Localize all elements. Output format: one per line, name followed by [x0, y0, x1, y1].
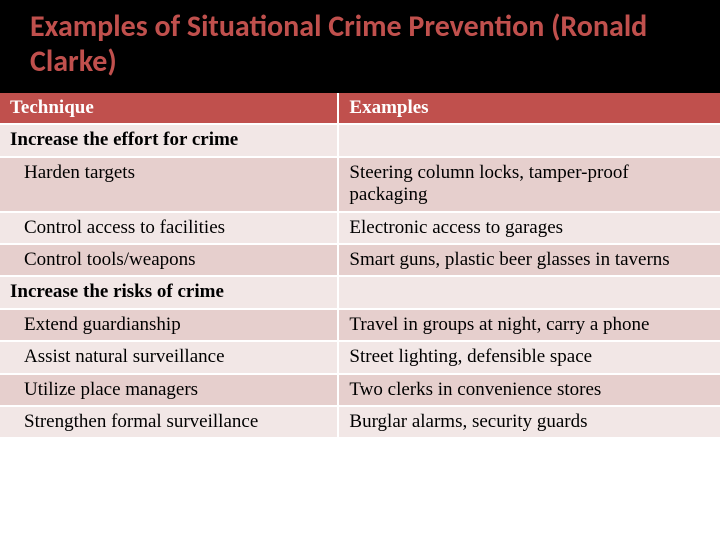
table-header-row: Technique Examples: [0, 93, 720, 124]
table-row: Control access to facilities Electronic …: [0, 212, 720, 244]
cell-examples: [338, 124, 720, 156]
title-area: Examples of Situational Crime Prevention…: [0, 0, 720, 93]
header-examples: Examples: [338, 93, 720, 124]
table-row: Strengthen formal surveillance Burglar a…: [0, 406, 720, 437]
cell-examples: [338, 276, 720, 308]
cell-technique: Increase the effort for crime: [0, 124, 338, 156]
cell-examples: Smart guns, plastic beer glasses in tave…: [338, 244, 720, 276]
cell-technique: Increase the risks of crime: [0, 276, 338, 308]
table-row: Increase the effort for crime: [0, 124, 720, 156]
cell-technique: Extend guardianship: [0, 309, 338, 341]
crime-prevention-table: Technique Examples Increase the effort f…: [0, 93, 720, 437]
table-row: Utilize place managers Two clerks in con…: [0, 374, 720, 406]
cell-examples: Steering column locks, tamper-proof pack…: [338, 157, 720, 212]
header-technique: Technique: [0, 93, 338, 124]
cell-examples: Two clerks in convenience stores: [338, 374, 720, 406]
slide: Examples of Situational Crime Prevention…: [0, 0, 720, 540]
cell-technique: Control access to facilities: [0, 212, 338, 244]
cell-examples: Street lighting, defensible space: [338, 341, 720, 373]
table-row: Control tools/weapons Smart guns, plasti…: [0, 244, 720, 276]
slide-title: Examples of Situational Crime Prevention…: [30, 10, 690, 79]
cell-examples: Travel in groups at night, carry a phone: [338, 309, 720, 341]
cell-examples: Burglar alarms, security guards: [338, 406, 720, 437]
cell-technique: Assist natural surveillance: [0, 341, 338, 373]
table-row: Increase the risks of crime: [0, 276, 720, 308]
cell-technique: Utilize place managers: [0, 374, 338, 406]
table-row: Assist natural surveillance Street light…: [0, 341, 720, 373]
cell-examples: Electronic access to garages: [338, 212, 720, 244]
cell-technique: Harden targets: [0, 157, 338, 212]
table-row: Extend guardianship Travel in groups at …: [0, 309, 720, 341]
cell-technique: Strengthen formal surveillance: [0, 406, 338, 437]
table-container: Technique Examples Increase the effort f…: [0, 93, 720, 437]
cell-technique: Control tools/weapons: [0, 244, 338, 276]
table-row: Harden targets Steering column locks, ta…: [0, 157, 720, 212]
